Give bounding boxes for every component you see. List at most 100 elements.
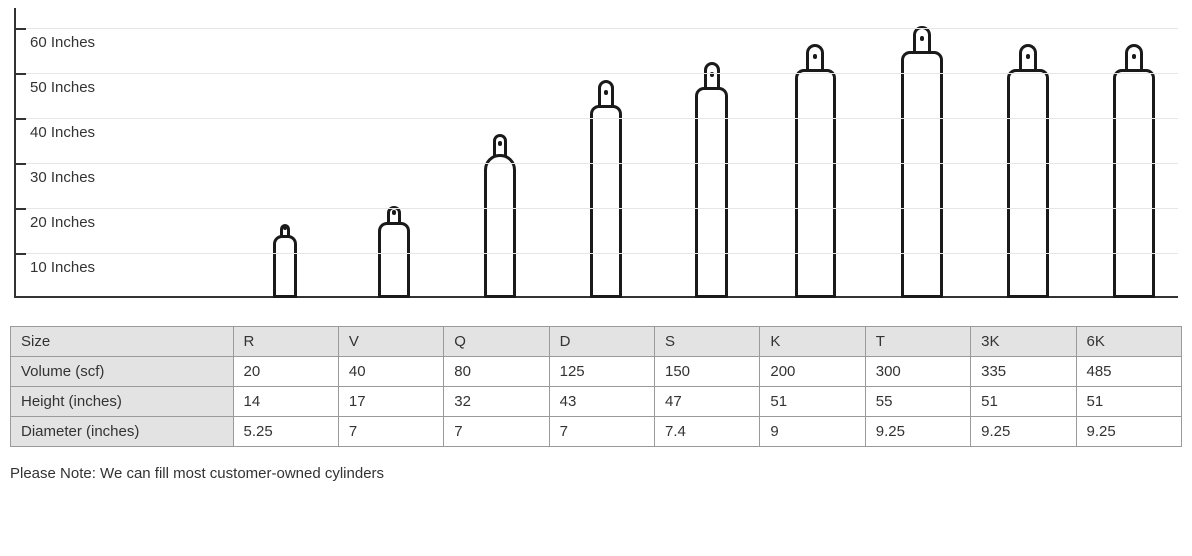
cell: 7	[549, 417, 654, 447]
tick-mark	[14, 73, 26, 75]
cylinder-valve-dot-icon	[813, 54, 817, 59]
cylinder-cap-icon	[1125, 44, 1143, 71]
cell: 17	[338, 387, 443, 417]
tick-mark	[14, 208, 26, 210]
cell: 300	[865, 357, 970, 387]
row-label: Diameter (inches)	[11, 417, 234, 447]
tick-label: 60 Inches	[30, 34, 95, 51]
cylinder-body-icon	[484, 154, 516, 298]
cylinder-3K	[1007, 42, 1049, 299]
spec-table-wrap: SizeRVQDSKT3K6KVolume (scf)2040801251502…	[10, 326, 1182, 447]
cell: 43	[549, 387, 654, 417]
chart-area: 10 Inches 20 Inches 30 Inches 40 Inches 50 I…	[10, 8, 1182, 298]
tick-label: 50 Inches	[30, 79, 95, 96]
header-6K: 6K	[1076, 327, 1182, 357]
cell: 7	[338, 417, 443, 447]
cell: 7	[444, 417, 549, 447]
baseline	[14, 296, 1178, 298]
cylinder-valve-dot-icon	[604, 90, 608, 95]
cylinder-body-icon	[901, 51, 943, 299]
cylinder-valve-dot-icon	[1026, 54, 1030, 59]
cylinder-body-icon	[1007, 69, 1049, 299]
cylinder-V	[378, 204, 410, 299]
cylinder-body-icon	[795, 69, 836, 299]
row-label: Height (inches)	[11, 387, 234, 417]
cell: 80	[444, 357, 549, 387]
header-K: K	[760, 327, 865, 357]
table-header-row: SizeRVQDSKT3K6K	[11, 327, 1182, 357]
cylinder-valve-dot-icon	[1132, 54, 1136, 59]
cylinder-cap-icon	[598, 80, 614, 107]
tick-mark	[14, 118, 26, 120]
cylinder-R	[273, 222, 297, 299]
cell: 14	[233, 387, 338, 417]
cell: 47	[655, 387, 760, 417]
grid-line	[14, 253, 1178, 254]
cylinder-cap-icon	[913, 26, 931, 53]
grid-line	[14, 73, 1178, 74]
cell: 32	[444, 387, 549, 417]
table-row: Height (inches)141732434751555151	[11, 387, 1182, 417]
header-S: S	[655, 327, 760, 357]
cylinder-valve-dot-icon	[920, 36, 924, 41]
table-row: Diameter (inches)5.257777.499.259.259.25	[11, 417, 1182, 447]
cell: 200	[760, 357, 865, 387]
cylinders-layer	[10, 8, 1182, 298]
cylinder-Q	[484, 132, 516, 299]
tick-label: 10 Inches	[30, 259, 95, 276]
tick-label: 30 Inches	[30, 169, 95, 186]
header-size: Size	[11, 327, 234, 357]
cylinder-K	[795, 42, 836, 299]
cell: 51	[760, 387, 865, 417]
row-label: Volume (scf)	[11, 357, 234, 387]
cell: 7.4	[655, 417, 760, 447]
table-row: Volume (scf)204080125150200300335485	[11, 357, 1182, 387]
cell: 55	[865, 387, 970, 417]
footnote: Please Note: We can fill most customer-o…	[10, 465, 1182, 482]
cylinder-valve-dot-icon	[498, 141, 502, 146]
cell: 9.25	[1076, 417, 1182, 447]
grid-line	[14, 28, 1178, 29]
cell: 125	[549, 357, 654, 387]
cell: 51	[1076, 387, 1182, 417]
cell: 5.25	[233, 417, 338, 447]
cell: 9.25	[971, 417, 1076, 447]
tick-mark	[14, 163, 26, 165]
cylinder-T	[901, 24, 943, 299]
cylinder-cap-icon	[1019, 44, 1037, 71]
header-D: D	[549, 327, 654, 357]
cell: 485	[1076, 357, 1182, 387]
cell: 40	[338, 357, 443, 387]
cylinder-body-icon	[1113, 69, 1155, 299]
cell: 20	[233, 357, 338, 387]
cell: 51	[971, 387, 1076, 417]
cylinder-S	[695, 60, 728, 299]
cylinder-size-chart: 10 Inches 20 Inches 30 Inches 40 Inches 50 I…	[0, 0, 1192, 482]
tick-mark	[14, 28, 26, 30]
grid-line	[14, 208, 1178, 209]
cell: 150	[655, 357, 760, 387]
header-V: V	[338, 327, 443, 357]
cylinder-cap-icon	[280, 224, 290, 238]
grid-line	[14, 163, 1178, 164]
cell: 335	[971, 357, 1076, 387]
header-Q: Q	[444, 327, 549, 357]
tick-label: 20 Inches	[30, 214, 95, 231]
tick-label: 40 Inches	[30, 124, 95, 141]
spec-table: SizeRVQDSKT3K6KVolume (scf)2040801251502…	[10, 326, 1182, 447]
header-T: T	[865, 327, 970, 357]
cylinder-body-icon	[590, 105, 622, 299]
cylinder-cap-icon	[493, 134, 507, 157]
cylinder-valve-dot-icon	[283, 225, 287, 230]
header-R: R	[233, 327, 338, 357]
tick-mark	[14, 253, 26, 255]
cell: 9	[760, 417, 865, 447]
cylinder-valve-dot-icon	[392, 210, 396, 215]
cylinder-cap-icon	[806, 44, 824, 71]
header-3K: 3K	[971, 327, 1076, 357]
grid-line	[14, 118, 1178, 119]
cylinder-6K	[1113, 42, 1155, 299]
cylinder-D	[590, 78, 622, 299]
cylinder-cap-icon	[704, 62, 720, 89]
cell: 9.25	[865, 417, 970, 447]
